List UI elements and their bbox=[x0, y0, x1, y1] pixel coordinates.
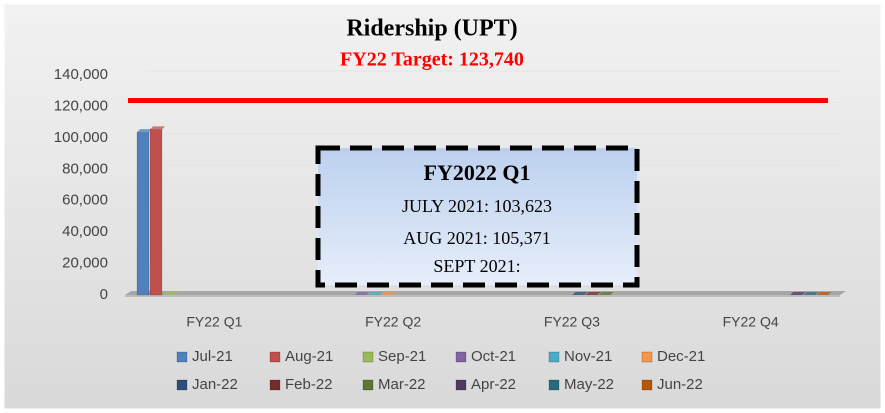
annotation-text: SEPT 2021: bbox=[433, 256, 520, 276]
legend-label: Jun-22 bbox=[657, 376, 703, 393]
legend-label: Jan-22 bbox=[192, 376, 238, 393]
legend-label: Mar-22 bbox=[378, 376, 426, 393]
bar-top bbox=[598, 292, 614, 295]
y-tick-label: 100,000 bbox=[54, 129, 108, 146]
bar-top bbox=[150, 126, 165, 130]
bar bbox=[136, 131, 150, 296]
bar-top bbox=[137, 129, 152, 133]
legend-label: Dec-21 bbox=[657, 348, 705, 365]
legend-label: Apr-22 bbox=[471, 376, 516, 393]
legend-swatch bbox=[548, 351, 560, 363]
y-tick-label: 0 bbox=[100, 286, 108, 303]
legend-swatch bbox=[641, 351, 653, 363]
legend-swatch bbox=[641, 379, 653, 391]
bar-top bbox=[790, 292, 806, 295]
bar-top bbox=[803, 292, 819, 295]
bar-top bbox=[354, 292, 370, 295]
chart-subtitle: FY22 Target: 123,740 bbox=[340, 49, 524, 71]
legend-swatch bbox=[269, 351, 281, 363]
y-tick-label: 140,000 bbox=[54, 66, 108, 83]
y-tick-label: 60,000 bbox=[62, 192, 108, 209]
legend-swatch bbox=[176, 379, 188, 391]
x-tick-label: FY22 Q4 bbox=[723, 314, 779, 330]
legend-swatch bbox=[362, 379, 374, 391]
legend-label: May-22 bbox=[564, 376, 614, 393]
x-tick-label: FY22 Q3 bbox=[544, 314, 600, 330]
chart-title: Ridership (UPT) bbox=[346, 16, 517, 42]
bar-top bbox=[163, 292, 178, 295]
y-tick-label: 40,000 bbox=[62, 223, 108, 240]
annotation-box bbox=[315, 145, 640, 288]
bar bbox=[149, 129, 163, 296]
legend-label: Oct-21 bbox=[471, 348, 516, 365]
legend-label: Aug-21 bbox=[285, 348, 333, 365]
legend-swatch bbox=[362, 351, 374, 363]
legend-swatch bbox=[455, 351, 467, 363]
legend-swatch bbox=[455, 379, 467, 391]
legend-swatch bbox=[269, 379, 281, 391]
y-tick-label: 20,000 bbox=[62, 255, 108, 272]
floor bbox=[125, 291, 846, 295]
bar-top bbox=[585, 292, 601, 295]
y-tick-label: 80,000 bbox=[62, 160, 108, 177]
legend-swatch bbox=[548, 379, 560, 391]
bar-top bbox=[816, 292, 832, 295]
x-tick-label: FY22 Q1 bbox=[186, 314, 242, 330]
annotation-text: FY2022 Q1 bbox=[424, 160, 531, 185]
legend-label: Sep-21 bbox=[378, 348, 426, 365]
legend-swatch bbox=[176, 351, 188, 363]
legend-label: Jul-21 bbox=[192, 348, 233, 365]
annotation-text: AUG 2021: 105,371 bbox=[403, 228, 551, 248]
annotation-text: JULY 2021: 103,623 bbox=[402, 196, 552, 216]
legend-label: Feb-22 bbox=[285, 376, 333, 393]
bar-top bbox=[380, 292, 396, 295]
legend-label: Nov-21 bbox=[564, 348, 612, 365]
x-tick-label: FY22 Q2 bbox=[365, 314, 421, 330]
y-tick-label: 120,000 bbox=[54, 97, 108, 114]
bar-top bbox=[572, 292, 588, 295]
bar-top bbox=[367, 292, 383, 295]
